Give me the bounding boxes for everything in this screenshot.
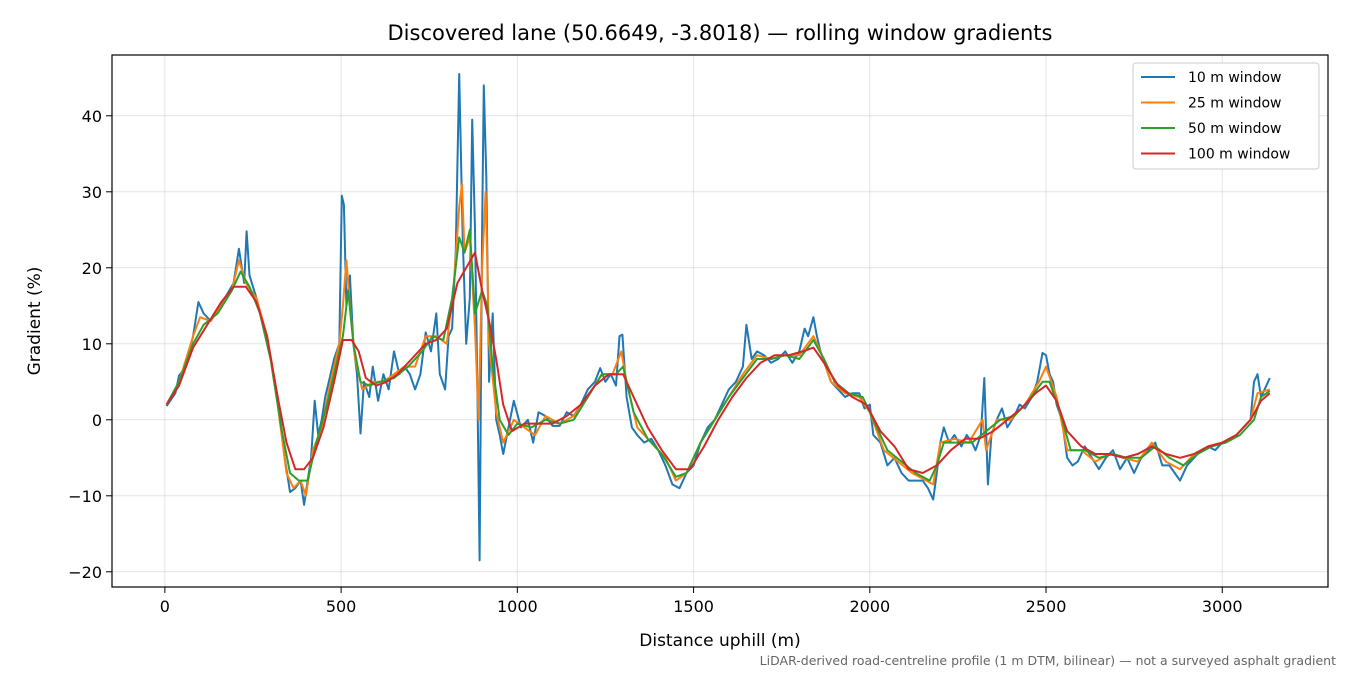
series-line-2 (165, 183, 1271, 497)
x-tick-label: 1000 (497, 597, 538, 616)
y-tick-label: 30 (82, 183, 102, 202)
footnote: LiDAR-derived road-centreline profile (1… (760, 653, 1336, 668)
legend-label-4: 100 m window (1188, 147, 1290, 163)
legend-label-3: 50 m window (1188, 121, 1281, 137)
y-tick-label: −10 (68, 487, 102, 506)
x-tick-label: 0 (160, 597, 170, 616)
x-axis-label: Distance uphill (m) (639, 631, 800, 651)
legend-label-2: 25 m window (1188, 96, 1281, 112)
y-tick-label: 20 (82, 259, 102, 278)
legend-label-1: 10 m window (1188, 70, 1281, 86)
plot-area (165, 73, 1271, 562)
series-line-1 (165, 73, 1271, 562)
y-axis-label: Gradient (%) (25, 267, 45, 376)
chart-title: Discovered lane (50.6649, -3.8018) — rol… (388, 21, 1053, 45)
x-tick-label: 3000 (1202, 597, 1243, 616)
series-line-4 (165, 251, 1271, 474)
x-tick-label: 2000 (849, 597, 890, 616)
x-tick-label: 500 (326, 597, 357, 616)
y-axis-ticks: −20 −10 0 10 20 30 40 (68, 107, 112, 582)
y-tick-label: 10 (82, 335, 102, 354)
legend-box (1132, 62, 1320, 170)
x-tick-label: 2500 (1026, 597, 1067, 616)
legend: 10 m window 25 m window 50 m window 100 m w… (1132, 62, 1320, 170)
grid-lines (112, 55, 1328, 587)
y-tick-label: 40 (82, 107, 102, 126)
y-tick-label: 0 (92, 411, 102, 430)
y-tick-label: −20 (68, 563, 102, 582)
plot-frame (111, 54, 1329, 588)
x-axis-ticks: 0 500 1000 1500 2000 2500 3000 (160, 587, 1243, 616)
x-tick-label: 1500 (673, 597, 714, 616)
